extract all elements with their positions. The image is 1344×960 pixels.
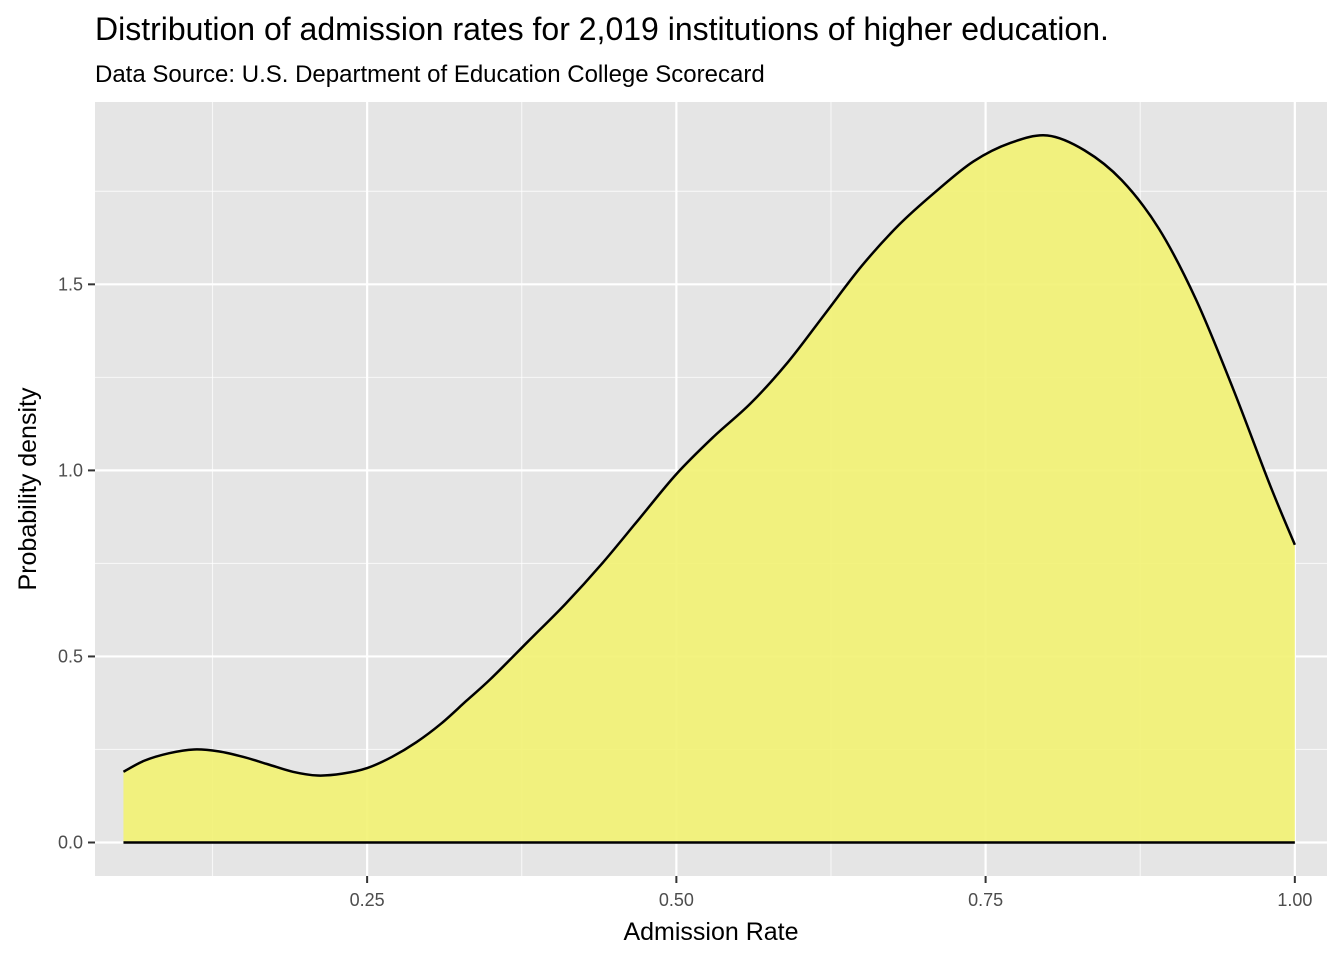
y-tick-label: 1.5: [58, 274, 83, 294]
chart-subtitle: Data Source: U.S. Department of Educatio…: [95, 61, 765, 88]
y-tick-label: 1.0: [58, 460, 83, 480]
x-axis: 0.25 0.50 0.75 1.00: [350, 876, 1312, 910]
y-axis: 0.0 0.5 1.0 1.5: [58, 274, 95, 853]
y-tick-label: 0.5: [58, 646, 83, 666]
x-tick-label: 1.00: [1277, 890, 1312, 910]
density-curve: [122, 134, 1296, 777]
x-axis-title: Admission Rate: [623, 918, 798, 946]
density-area: [123, 135, 1295, 843]
x-tick-label: 0.25: [350, 890, 385, 910]
chart-title: Distribution of admission rates for 2,01…: [95, 11, 1109, 47]
x-tick-label: 0.75: [968, 890, 1003, 910]
y-axis-title: Probability density: [14, 387, 42, 590]
x-tick-label: 0.50: [659, 890, 694, 910]
y-tick-label: 0.0: [58, 833, 83, 853]
